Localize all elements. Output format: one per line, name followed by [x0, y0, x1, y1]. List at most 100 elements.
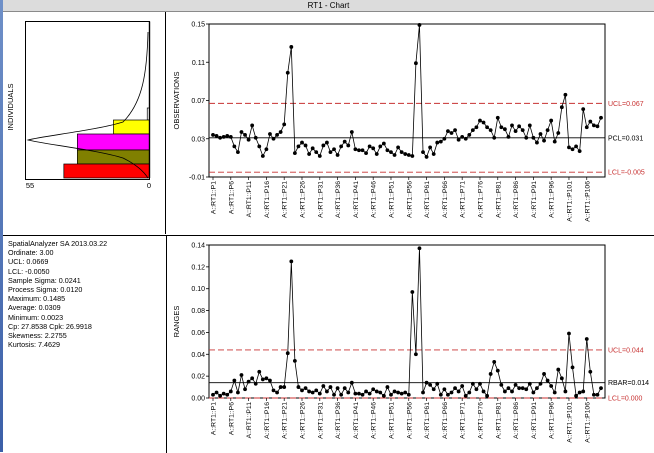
data-point	[275, 133, 279, 137]
y-tick-label: 0.06	[191, 330, 205, 337]
x-tick-label: A::RT1::P31	[317, 181, 324, 218]
data-point	[481, 389, 486, 394]
data-point	[218, 135, 223, 140]
y-axis-label: OBSERVATIONS	[172, 72, 181, 130]
data-point	[243, 133, 247, 137]
window-edge	[0, 0, 3, 452]
data-point	[385, 148, 390, 153]
stats-line: UCL: 0.0669	[8, 257, 49, 267]
data-point	[524, 135, 529, 140]
x-tick-label: A::RT1::P46	[371, 181, 378, 218]
data-point	[214, 133, 219, 138]
data-point	[296, 385, 301, 389]
x-tick-label: A::RT1::P26	[299, 402, 306, 439]
data-point	[435, 381, 440, 386]
data-point	[417, 23, 422, 27]
data-point	[584, 125, 589, 130]
data-point	[360, 148, 365, 153]
data-point	[396, 390, 401, 395]
data-point	[467, 133, 472, 137]
x-tick-label: A::RT1::P71	[460, 402, 467, 439]
data-point	[360, 392, 365, 397]
data-point	[211, 392, 215, 397]
y-tick-label: 0.12	[191, 264, 205, 271]
x-tick-label: A::RT1::P26	[299, 181, 306, 218]
data-point	[424, 380, 429, 385]
data-point	[563, 389, 568, 394]
data-point	[567, 145, 571, 150]
data-point	[296, 144, 301, 149]
x-tick-label: A::RT1::P1	[211, 402, 218, 435]
data-point	[332, 392, 336, 397]
x-tick-label: A::RT1::P106	[584, 181, 591, 222]
data-point	[310, 390, 315, 395]
data-point	[570, 365, 575, 370]
data-point	[389, 150, 393, 155]
x-tick-label: A::RT1::P76	[477, 181, 484, 218]
data-point	[243, 387, 247, 392]
data-point	[367, 144, 372, 149]
data-point	[421, 150, 425, 155]
data-point	[438, 392, 443, 397]
data-point	[335, 386, 340, 391]
data-point	[332, 147, 336, 152]
data-point	[495, 368, 500, 373]
data-point	[506, 134, 511, 139]
x-tick-label: A::RT1::P81	[495, 402, 502, 439]
stats-line: Skewness: 2.2755	[8, 331, 67, 341]
data-point	[431, 387, 436, 392]
data-point	[292, 358, 297, 363]
x-tick-label: A::RT1::P16	[264, 181, 271, 218]
histogram-bar	[113, 119, 150, 135]
data-point	[542, 138, 546, 143]
data-point	[492, 135, 497, 140]
data-point	[221, 391, 226, 396]
x-tick-label: A::RT1::P81	[495, 181, 502, 218]
data-point	[285, 70, 290, 75]
data-point	[431, 152, 436, 156]
data-point	[278, 385, 283, 389]
data-point	[460, 134, 465, 139]
x-tick-label: A::RT1::P71	[460, 181, 467, 218]
data-point	[456, 137, 461, 142]
y-tick-label: -0.01	[189, 175, 205, 182]
data-point	[314, 388, 319, 393]
data-point	[584, 337, 589, 341]
x-tick-label: A::RT1::P11	[246, 402, 253, 439]
data-point	[300, 140, 304, 145]
normal-curve	[26, 31, 149, 179]
histogram-bar	[77, 149, 150, 165]
histogram-x-right-label: 0	[147, 181, 151, 190]
data-point	[588, 369, 593, 374]
data-point	[353, 147, 358, 152]
data-point	[559, 105, 564, 110]
data-point	[524, 387, 529, 392]
data-point	[492, 360, 497, 364]
x-tick-label: A::RT1::P96	[549, 402, 556, 439]
x-tick-label: A::RT1::P1	[211, 181, 218, 214]
window-title: RT1 - Chart	[3, 0, 654, 12]
data-point	[556, 367, 561, 372]
data-point	[271, 136, 276, 141]
x-tick-label: A::RT1::P21	[282, 402, 289, 439]
data-point	[239, 373, 244, 377]
data-point	[410, 290, 415, 294]
data-point	[300, 388, 304, 393]
x-tick-label: A::RT1::P96	[549, 181, 556, 218]
data-point	[577, 149, 582, 154]
x-tick-label: A::RT1::P91	[531, 402, 538, 439]
y-tick-label: 0.15	[191, 22, 205, 29]
data-point	[357, 148, 361, 153]
data-point	[289, 259, 294, 264]
observations-chart: OBSERVATIONS 0.15 0.11 0.07 0.03 -0.01 UCL=0.0…	[167, 12, 654, 234]
data-point	[246, 379, 251, 384]
statistics-panel: SpatialAnalyzer SA 2013.03.22 Ordinate: 3…	[3, 235, 167, 453]
data-point	[253, 135, 258, 140]
y-tick-label: 0.03	[191, 136, 205, 143]
x-tick-label: A::RT1::P91	[531, 181, 538, 218]
x-tick-label: A::RT1::P51	[388, 181, 395, 218]
data-point	[535, 386, 539, 391]
x-tick-label: A::RT1::P6	[228, 181, 235, 214]
stats-line: LCL: -0.0050	[8, 266, 50, 276]
stats-line: SpatialAnalyzer SA 2013.03.22	[8, 239, 108, 248]
